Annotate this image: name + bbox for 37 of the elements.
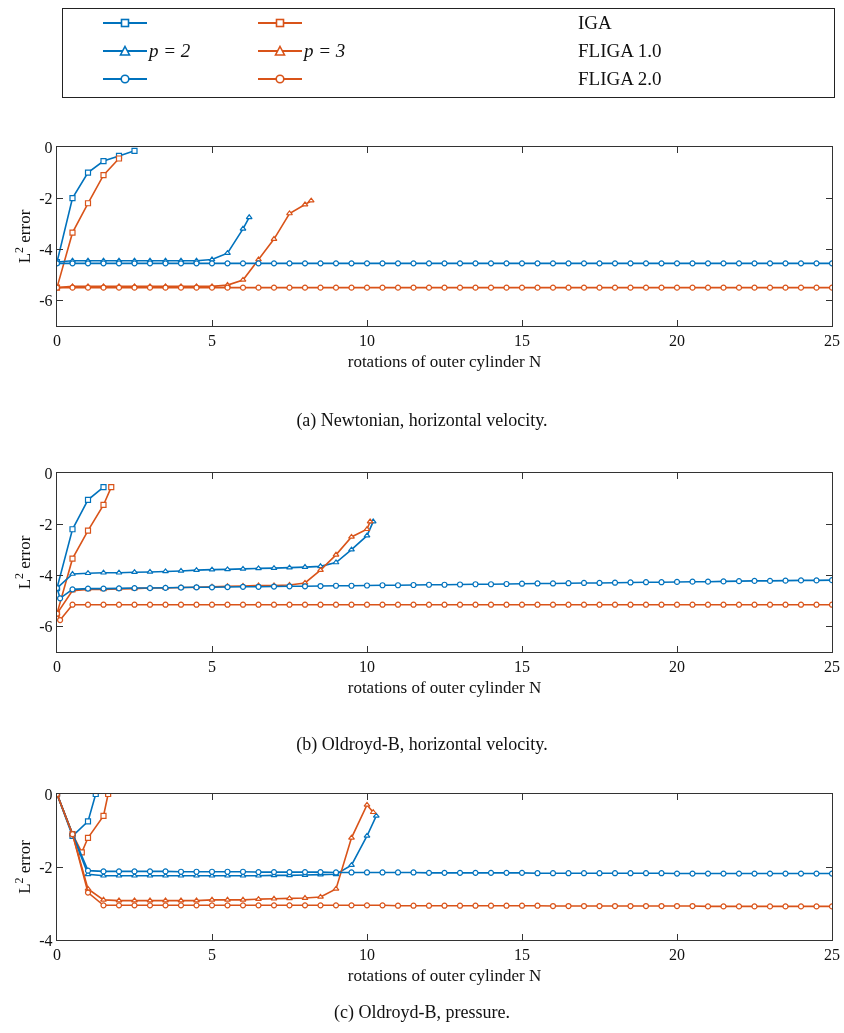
x-tick-label: 25 bbox=[824, 946, 840, 964]
y-tick-label: -4 bbox=[39, 566, 53, 584]
x-tick-label: 25 bbox=[824, 658, 840, 676]
x-tick-label: 10 bbox=[359, 332, 375, 350]
y-tick-label: -2 bbox=[39, 189, 53, 207]
x-axis-title: rotations of outer cylinder N bbox=[347, 677, 542, 697]
y-tick-label: 0 bbox=[44, 464, 53, 482]
y-tick-label: -6 bbox=[39, 618, 53, 636]
y-tick-label: -4 bbox=[39, 931, 53, 949]
text: FLIGA 1.0 bbox=[578, 40, 662, 62]
y-tick-label: 0 bbox=[44, 785, 53, 803]
x-tick-label: 5 bbox=[208, 658, 216, 676]
x-tick-label: 20 bbox=[669, 332, 685, 350]
x-tick-label: 25 bbox=[824, 332, 840, 350]
text: (b) Oldroyd-B, horizontal velocity. bbox=[296, 734, 548, 756]
y-tick-label: 0 bbox=[44, 138, 53, 156]
text: FLIGA 2.0 bbox=[578, 68, 662, 90]
y-tick-label: -6 bbox=[39, 292, 53, 310]
text: IGA bbox=[578, 12, 612, 34]
y-tick-label: -4 bbox=[39, 240, 53, 258]
text: (a) Newtonian, horizontal velocity. bbox=[296, 410, 548, 432]
y-tick-label: -2 bbox=[39, 515, 53, 533]
x-tick-label: 20 bbox=[669, 658, 685, 676]
x-tick-label: 10 bbox=[359, 946, 375, 964]
x-axis-title: rotations of outer cylinder N bbox=[347, 351, 542, 371]
x-tick-label: 15 bbox=[514, 332, 530, 350]
x-tick-label: 20 bbox=[669, 946, 685, 964]
x-tick-label: 15 bbox=[514, 658, 530, 676]
x-tick-label: 10 bbox=[359, 658, 375, 676]
x-tick-label: 5 bbox=[208, 946, 216, 964]
text: p = 2 bbox=[149, 40, 191, 62]
x-axis-title: rotations of outer cylinder N bbox=[347, 965, 542, 985]
text: (c) Oldroyd-B, pressure. bbox=[334, 1002, 510, 1024]
text: p = 3 bbox=[304, 40, 346, 62]
x-tick-label: 15 bbox=[514, 946, 530, 964]
x-tick-label: 5 bbox=[208, 332, 216, 350]
y-tick-label: -2 bbox=[39, 858, 53, 876]
